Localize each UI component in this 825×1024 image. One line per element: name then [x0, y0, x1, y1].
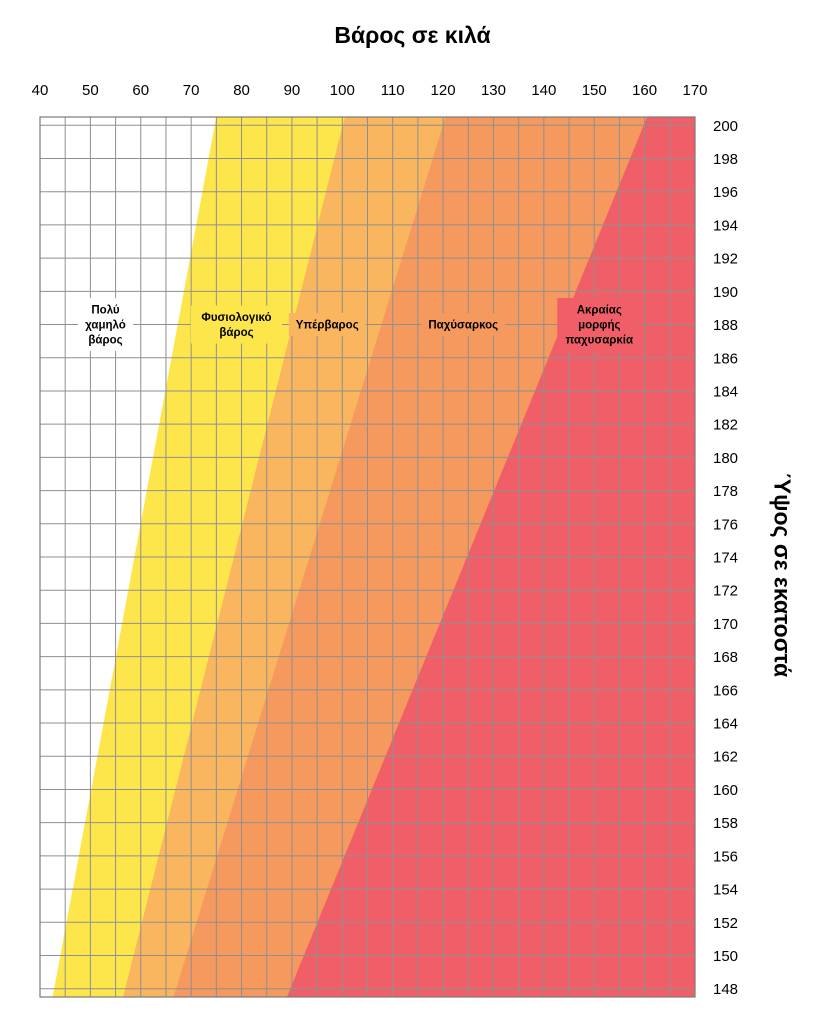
y-tick-label: 162	[713, 749, 738, 766]
band-label-background	[77, 298, 134, 352]
x-tick-label: 110	[381, 82, 405, 99]
x-tick-label: 120	[431, 82, 456, 99]
y-tick-label: 158	[713, 815, 738, 832]
y-tick-label: 166	[713, 682, 738, 699]
band-label: Παχύσαρκος	[428, 320, 498, 332]
x-tick-label: 130	[481, 82, 506, 99]
band-labels: Πολύ χαμηλό βάρος Φυσιολογικό βάρος Υπέρβαρος…	[77, 298, 642, 352]
y-tick-label: 174	[713, 550, 738, 567]
y-tick-label: 184	[713, 383, 738, 400]
x-tick-label: 80	[233, 82, 250, 99]
x-axis-title: Βάρος σε κιλά	[334, 22, 491, 48]
y-tick-label: 172	[713, 583, 738, 600]
y-tick-label: 188	[713, 317, 738, 334]
y-tick-label: 192	[713, 251, 738, 268]
y-tick-label: 164	[713, 716, 738, 733]
y-tick-label: 180	[713, 450, 738, 467]
x-tick-label: 140	[531, 82, 556, 99]
x-tick-label: 40	[32, 82, 49, 99]
y-tick-label: 182	[713, 417, 738, 434]
y-tick-label: 154	[713, 882, 738, 899]
y-tick-label: 170	[713, 616, 738, 633]
y-tick-label: 150	[713, 948, 738, 965]
y-tick-label: 152	[713, 915, 738, 932]
y-tick-label: 148	[713, 981, 738, 998]
x-tick-label: 70	[183, 82, 200, 99]
y-axis-title: Ύψος σε εκατοστά	[769, 472, 796, 678]
x-tick-label: 50	[82, 82, 99, 99]
y-tick-label: 176	[713, 516, 738, 533]
band-label: Πολύ χαμηλό βάρος	[85, 305, 126, 347]
y-tick-label: 190	[713, 284, 738, 301]
y-tick-label: 194	[713, 217, 738, 234]
grid	[39, 116, 696, 998]
y-tick-label: 160	[713, 782, 738, 799]
band-label-background	[190, 305, 283, 344]
y-tick-label: 178	[713, 483, 738, 500]
band-label-background	[557, 298, 642, 352]
band-label-background	[288, 313, 366, 337]
axis-ticks: 40 50 60 70 80 90 100 110 120 130 140 150 160 170 148 1…	[32, 82, 738, 998]
band-label: Ακραίας μορφής παχυσαρκία	[565, 305, 633, 347]
x-tick-label: 160	[632, 82, 657, 99]
y-tick-label: 200	[713, 118, 738, 135]
band-label: Υπέρβαρος	[296, 320, 359, 332]
x-tick-label: 90	[284, 82, 301, 99]
y-tick-label: 156	[713, 848, 738, 865]
plot-frame	[39, 116, 696, 998]
y-tick-label: 198	[713, 151, 738, 168]
x-tick-label: 170	[682, 82, 707, 99]
band-label-background	[421, 313, 506, 337]
x-tick-label: 100	[330, 82, 355, 99]
x-tick-label: 60	[132, 82, 149, 99]
y-tick-label: 196	[713, 184, 738, 201]
band-label: Φυσιολογικό βάρος	[201, 312, 271, 339]
y-tick-label: 168	[713, 649, 738, 666]
y-tick-label: 186	[713, 350, 738, 367]
x-tick-label: 150	[582, 82, 607, 99]
